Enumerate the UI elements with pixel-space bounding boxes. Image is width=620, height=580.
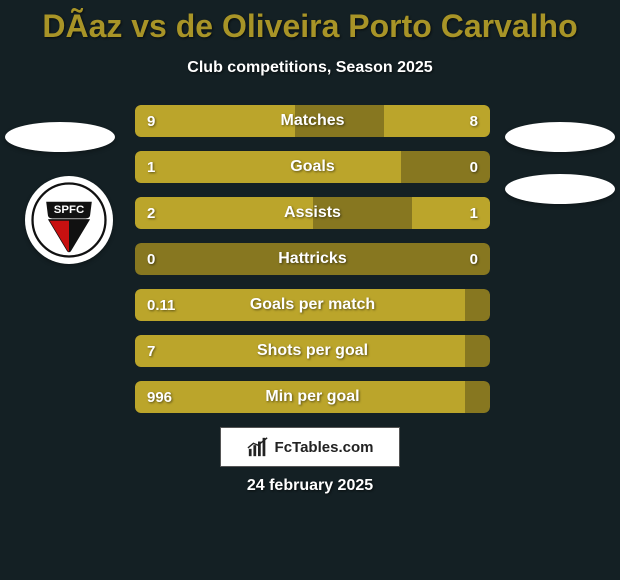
- player-left-badge: [5, 122, 115, 152]
- stat-bars: 98Matches 10Goals 21Assists 00Hattricks 0.11…: [135, 105, 490, 413]
- comparison-card: DÃ­az vs de Oliveira Porto Carvalho Club…: [0, 0, 620, 580]
- page-title: DÃ­az vs de Oliveira Porto Carvalho: [0, 8, 620, 45]
- brand-badge[interactable]: FcTables.com: [220, 427, 400, 467]
- svg-text:SPFC: SPFC: [54, 204, 84, 216]
- subtitle: Club competitions, Season 2025: [0, 59, 620, 77]
- stat-bar-row: 7Shots per goal: [135, 335, 490, 367]
- player-right-badge-1: [505, 122, 615, 152]
- footer-date: 24 february 2025: [0, 477, 620, 495]
- spfc-shield-icon: SPFC: [31, 182, 107, 258]
- club-logo: SPFC: [25, 176, 113, 264]
- bar-label: Goals per match: [135, 289, 490, 321]
- stat-bar-row: 21Assists: [135, 197, 490, 229]
- bar-label: Min per goal: [135, 381, 490, 413]
- player-right-badge-2: [505, 174, 615, 204]
- bar-label: Goals: [135, 151, 490, 183]
- bar-label: Matches: [135, 105, 490, 137]
- stat-bar-row: 996Min per goal: [135, 381, 490, 413]
- stat-bar-row: 98Matches: [135, 105, 490, 137]
- chart-icon: [247, 436, 269, 458]
- brand-text: FcTables.com: [275, 439, 374, 456]
- stat-bar-row: 0.11Goals per match: [135, 289, 490, 321]
- bar-label: Hattricks: [135, 243, 490, 275]
- bar-label: Shots per goal: [135, 335, 490, 367]
- stat-bar-row: 00Hattricks: [135, 243, 490, 275]
- bar-label: Assists: [135, 197, 490, 229]
- stat-bar-row: 10Goals: [135, 151, 490, 183]
